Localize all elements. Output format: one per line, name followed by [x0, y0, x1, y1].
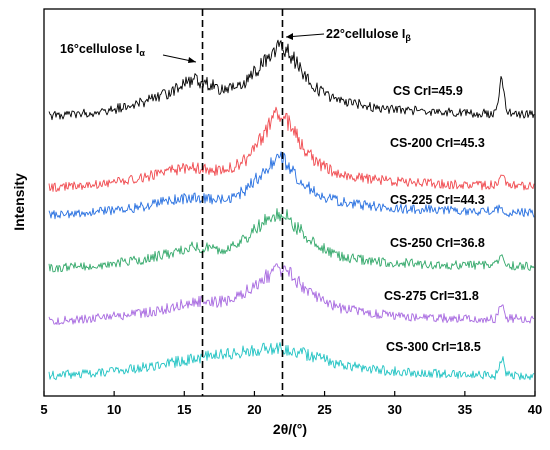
annotation-beta-sub: β	[405, 33, 411, 43]
series-label-4: CS-250 CrI=36.8	[390, 236, 485, 250]
series-line-6	[48, 342, 535, 381]
annotation-cellulose-alpha: 16°cellulose Iα	[60, 42, 145, 58]
annotation-alpha-arrowhead	[188, 57, 196, 63]
series-labels: CS CrI=45.9 CS-200 CrI=45.3 CS-225 CrI=44.…	[384, 84, 485, 354]
series-curves	[48, 39, 535, 381]
x-tick-label-35: 35	[458, 402, 472, 417]
x-tick-label-20: 20	[247, 402, 261, 417]
x-axis-ticks: 5 10 15 20 25 30 35 40	[40, 391, 542, 417]
x-tick-label-5: 5	[40, 402, 47, 417]
annotation-alpha-sub: α	[139, 48, 145, 58]
series-label-5: CS-275 CrI=31.8	[384, 289, 479, 303]
series-label-6: CS-300 CrI=18.5	[386, 340, 481, 354]
plot-frame	[43, 8, 536, 397]
annotation-alpha-text: 16°cellulose I	[60, 42, 139, 56]
x-tick-label-15: 15	[177, 402, 191, 417]
series-line-1	[48, 39, 535, 121]
x-tick-label-25: 25	[317, 402, 331, 417]
reference-lines	[201, 9, 284, 396]
y-axis-title: Intensity	[11, 173, 27, 231]
x-tick-label-30: 30	[387, 402, 401, 417]
annotation-cellulose-beta: 22°cellulose Iβ	[326, 27, 411, 43]
x-tick-label-40: 40	[528, 402, 542, 417]
series-label-2: CS-200 CrI=45.3	[390, 136, 485, 150]
x-axis-title: 2θ/(°)	[273, 421, 307, 437]
series-line-5	[48, 263, 535, 325]
series-label-3: CS-225 CrI=44.3	[390, 193, 485, 207]
annotation-beta-arrowhead	[286, 33, 293, 40]
annotation-beta-text: 22°cellulose I	[326, 27, 405, 41]
series-line-3	[48, 151, 535, 220]
series-line-2	[48, 106, 535, 192]
series-line-4	[48, 208, 535, 273]
series-label-1: CS CrI=45.9	[393, 84, 463, 98]
x-tick-label-10: 10	[107, 402, 121, 417]
